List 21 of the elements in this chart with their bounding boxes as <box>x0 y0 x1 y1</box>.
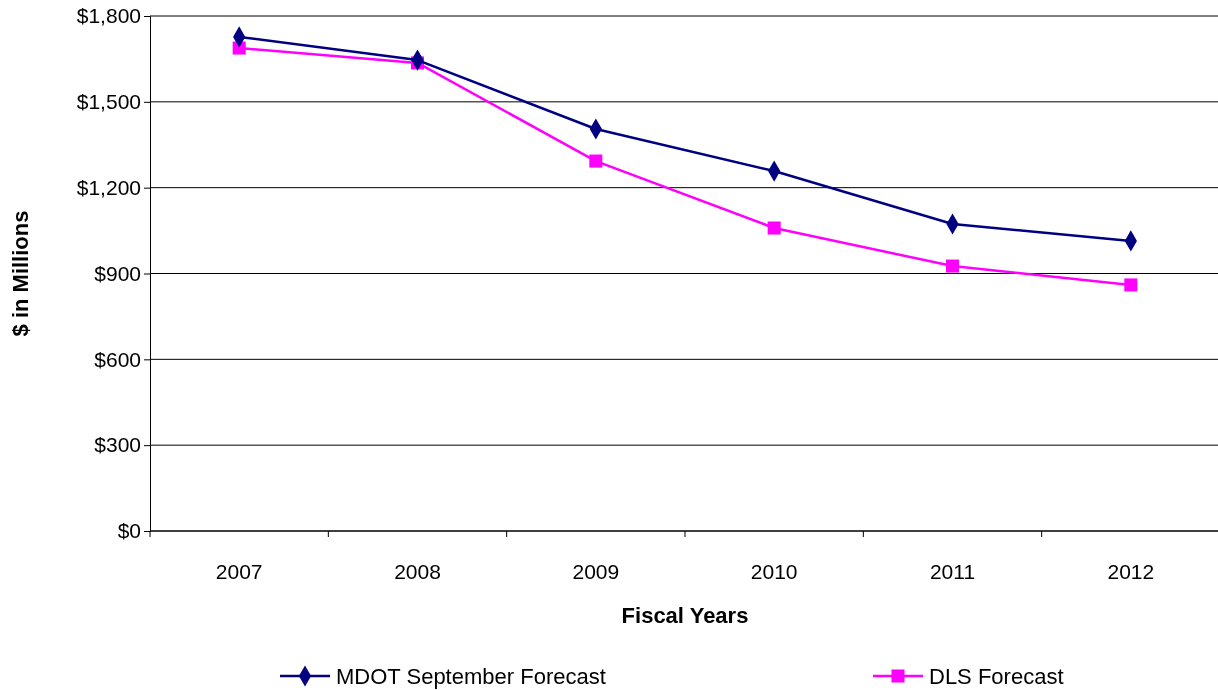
y-tick-label: $1,500 <box>76 90 141 114</box>
y-axis-title: $ in Millions <box>8 210 33 337</box>
legend-label: DLS Forecast <box>929 664 1064 689</box>
point <box>945 259 960 273</box>
x-tick-label: 2011 <box>929 560 976 583</box>
point <box>767 221 781 235</box>
y-tick-label: $900 <box>94 261 141 285</box>
y-tick-label: $1,200 <box>76 175 141 199</box>
y-tick-label: $300 <box>94 433 141 457</box>
y-tick-label: $600 <box>94 347 141 371</box>
x-axis-title: Fiscal Years <box>621 603 749 628</box>
x-tick-label: 2010 <box>750 560 798 583</box>
x-tick-label: 2009 <box>572 560 620 583</box>
point <box>589 154 603 168</box>
x-tick-label: 2007 <box>215 560 263 583</box>
y-tick-label: $0 <box>117 519 141 543</box>
point <box>1124 278 1138 292</box>
legend-label: MDOT September Forecast <box>336 664 606 689</box>
y-tick-label: $1,800 <box>76 4 141 28</box>
x-tick-label: 2012 <box>1107 560 1155 583</box>
x-tick-label: 2008 <box>394 560 441 583</box>
